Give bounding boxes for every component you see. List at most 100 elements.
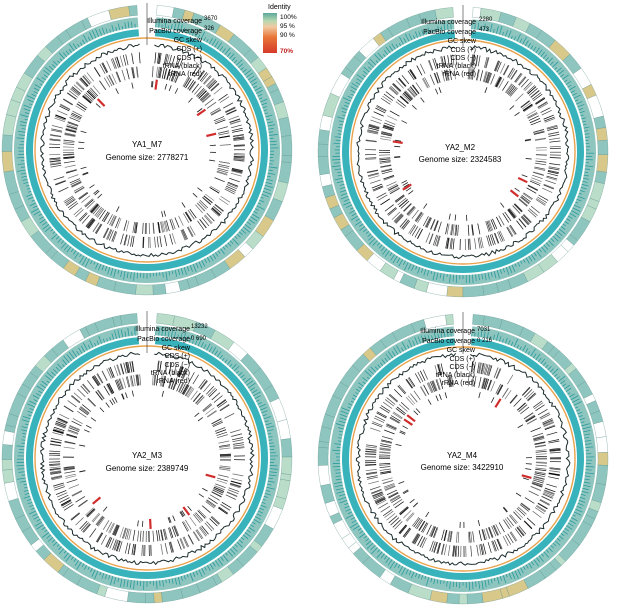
illumina-coverage-bar xyxy=(522,259,526,263)
illumina-coverage-bar xyxy=(111,333,115,340)
illumina-coverage-bar xyxy=(188,28,192,35)
trna-gene xyxy=(522,477,529,481)
cds-plus-gene xyxy=(524,520,533,529)
cds-minus-gene xyxy=(449,68,452,80)
identity-segment xyxy=(2,430,15,446)
cds-plus-gene xyxy=(164,543,168,554)
illumina-coverage-bar xyxy=(257,93,263,97)
cds-plus-gene xyxy=(523,520,532,530)
cds-minus-gene xyxy=(407,395,416,405)
cds-minus-gene xyxy=(414,211,422,222)
illumina-coverage-bar xyxy=(267,480,275,483)
cds-minus-gene xyxy=(213,486,225,492)
cds-plus-gene xyxy=(436,235,440,247)
cds-plus-gene xyxy=(208,81,218,90)
cds-minus-gene xyxy=(128,529,132,541)
cds-plus-gene xyxy=(402,527,411,537)
cds-plus-gene xyxy=(58,494,69,501)
cds-plus-gene xyxy=(377,411,387,418)
cds-plus-gene xyxy=(231,170,243,174)
illumina-coverage-bar xyxy=(76,350,80,356)
illumina-coverage-bar xyxy=(543,551,550,558)
illumina-coverage-bar xyxy=(350,400,354,403)
cds-minus-gene xyxy=(123,527,127,539)
cds-minus-gene xyxy=(178,215,184,226)
cds-minus-gene xyxy=(126,528,130,540)
cds-minus-gene xyxy=(108,522,114,533)
cds-minus-gene xyxy=(422,77,429,88)
illumina-coverage-bar xyxy=(556,376,560,380)
cds-minus-gene xyxy=(471,224,474,236)
cds-minus-gene xyxy=(109,215,115,226)
illumina-coverage-bar xyxy=(96,340,100,345)
cds-minus-gene xyxy=(384,485,396,491)
illumina-coverage-bar xyxy=(554,233,561,239)
cds-minus-gene xyxy=(398,199,408,207)
cds-minus-gene xyxy=(454,224,457,236)
cds-minus-gene xyxy=(183,77,190,88)
cds-minus-gene xyxy=(200,92,210,101)
cds-plus-gene xyxy=(425,232,431,243)
identity-segment xyxy=(462,285,485,298)
cds-plus-gene xyxy=(52,125,63,129)
illumina-coverage-bar xyxy=(367,61,374,68)
illumina-coverage-bar xyxy=(123,578,126,587)
track-label-rrna: rRNA (red) xyxy=(169,71,202,78)
cds-plus-gene xyxy=(230,172,242,177)
cds-plus-gene xyxy=(437,542,441,554)
illumina-coverage-bar xyxy=(20,114,29,118)
illumina-coverage-bar xyxy=(550,544,554,549)
cds-plus-gene xyxy=(372,491,383,497)
cds-minus-gene xyxy=(125,220,130,232)
cds-plus-gene xyxy=(73,207,83,216)
illumina-coverage-bar xyxy=(569,86,576,91)
cds-minus-gene xyxy=(381,132,393,136)
cds-minus-gene xyxy=(388,185,399,192)
illumina-coverage-bar xyxy=(22,432,27,435)
illumina-coverage-bar xyxy=(242,226,251,233)
cds-minus-gene xyxy=(407,206,416,216)
cds-minus-gene xyxy=(187,210,195,220)
illumina-coverage-bar xyxy=(198,569,203,577)
cds-plus-gene xyxy=(365,463,377,466)
cds-plus-gene xyxy=(49,153,61,156)
cds-minus-gene xyxy=(412,84,420,94)
cds-minus-gene xyxy=(212,420,223,426)
cds-plus-gene xyxy=(365,140,377,143)
cds-minus-gene xyxy=(219,144,231,146)
cds-plus-gene xyxy=(132,235,135,247)
cds-plus-gene xyxy=(397,385,406,395)
identity-segment xyxy=(135,284,154,296)
cds-plus-gene xyxy=(536,505,547,512)
illumina-coverage-bar xyxy=(197,34,201,39)
illumina-coverage-bar xyxy=(89,567,93,573)
cds-plus-gene xyxy=(368,124,380,129)
cds-plus-gene xyxy=(543,490,555,495)
cds-minus-gene xyxy=(533,171,544,176)
identity-segment xyxy=(145,592,155,604)
illumina-coverage-bar xyxy=(338,437,342,439)
cds-minus-gene xyxy=(429,381,435,392)
illumina-coverage-bar xyxy=(17,169,26,172)
cds-minus-gene xyxy=(160,221,163,233)
cds-minus-gene xyxy=(166,69,171,80)
cds-minus-gene xyxy=(195,204,203,214)
cds-minus-gene xyxy=(119,527,124,538)
illumina-coverage-bar xyxy=(192,263,197,273)
cds-plus-gene xyxy=(371,116,382,121)
cds-plus-gene xyxy=(457,545,460,557)
illumina-coverage-bar xyxy=(36,518,41,522)
cds-plus-gene xyxy=(116,56,121,68)
cds-plus-gene xyxy=(188,372,195,383)
cds-plus-gene xyxy=(482,543,487,555)
cds-plus-gene xyxy=(103,228,110,239)
genome-size: Genome size: 2778271 xyxy=(106,153,189,162)
illumina-coverage-bar xyxy=(251,213,260,219)
illumina-coverage-bar xyxy=(345,514,354,519)
cds-minus-gene xyxy=(218,130,229,134)
illumina-coverage-bar xyxy=(203,344,207,350)
rrna-gene xyxy=(149,518,152,529)
trna-gene xyxy=(405,187,412,192)
illumina-coverage-bar xyxy=(382,54,386,57)
cds-plus-gene xyxy=(207,79,216,89)
